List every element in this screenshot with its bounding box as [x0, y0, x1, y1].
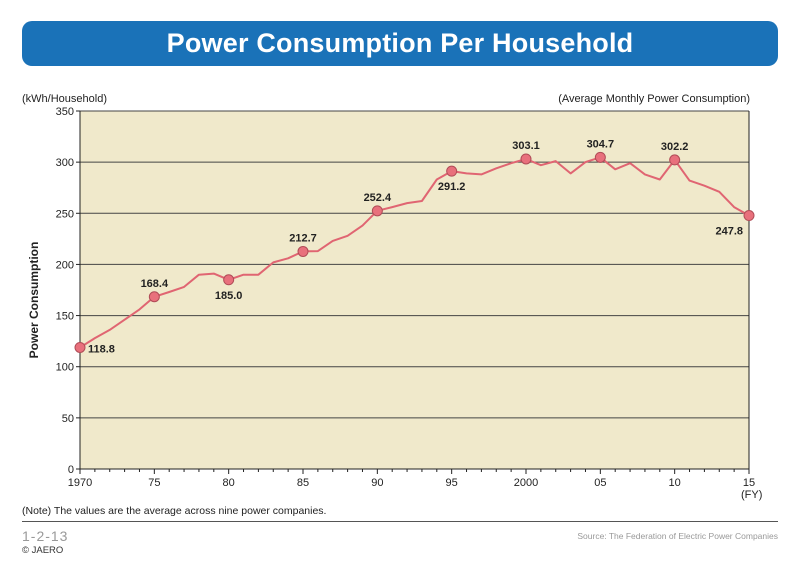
data-point [297, 245, 309, 257]
data-point [148, 291, 160, 303]
x-tick-label: 85 [297, 477, 309, 489]
footer-divider [22, 521, 778, 522]
data-label: 252.4 [364, 192, 392, 204]
x-tick-label: 80 [223, 477, 235, 489]
series-line [79, 156, 750, 349]
y-tick-label: 250 [56, 208, 74, 220]
data-label: 303.1 [512, 140, 540, 152]
x-tick-label: 15 [743, 477, 755, 489]
data-point [594, 151, 606, 163]
data-label: 118.8 [88, 343, 115, 355]
x-tick-label: 2000 [514, 477, 538, 489]
data-label: 302.2 [661, 141, 689, 153]
x-axis-unit-label: (FY) [741, 489, 763, 501]
x-tick-label: 1970 [68, 477, 92, 489]
y-tick-label: 150 [56, 311, 74, 323]
y-tick-label: 300 [56, 157, 74, 169]
x-tick-label: 05 [594, 477, 606, 489]
chart-title: Power Consumption Per Household [166, 28, 634, 58]
y-tick-label: 200 [56, 259, 74, 271]
data-point [223, 274, 235, 286]
chart-title-bar: Power Consumption Per Household [22, 21, 778, 66]
data-point [74, 341, 86, 353]
data-label: 291.2 [438, 181, 466, 193]
chart-subtitle: (Average Monthly Power Consumption) [558, 93, 750, 105]
footnote: (Note) The values are the average across… [22, 505, 327, 517]
x-tick-label: 90 [371, 477, 383, 489]
data-point [669, 154, 681, 166]
y-tick-label: 50 [62, 413, 74, 425]
data-label: 247.8 [715, 226, 743, 238]
data-point [446, 165, 458, 177]
data-label: 212.7 [289, 232, 317, 244]
data-point [371, 205, 383, 217]
data-point [743, 210, 755, 222]
data-label: 185.0 [215, 290, 243, 302]
x-tick-label: 95 [446, 477, 458, 489]
figure-number: 1-2-13 [22, 528, 69, 544]
plot-area [80, 111, 749, 469]
y-tick-label: 100 [56, 362, 74, 374]
data-label: 304.7 [587, 138, 615, 150]
y-tick-label: 0 [68, 464, 74, 476]
data-point [520, 153, 532, 165]
y-tick-label: 350 [56, 106, 74, 118]
x-tick-label: 75 [148, 477, 160, 489]
data-label: 168.4 [141, 278, 169, 290]
source-credit: Source: The Federation of Electric Power… [577, 531, 778, 541]
x-tick-label: 10 [669, 477, 681, 489]
copyright: © JAERO [22, 545, 64, 556]
y-axis-unit-label: (kWh/Household) [22, 93, 107, 105]
